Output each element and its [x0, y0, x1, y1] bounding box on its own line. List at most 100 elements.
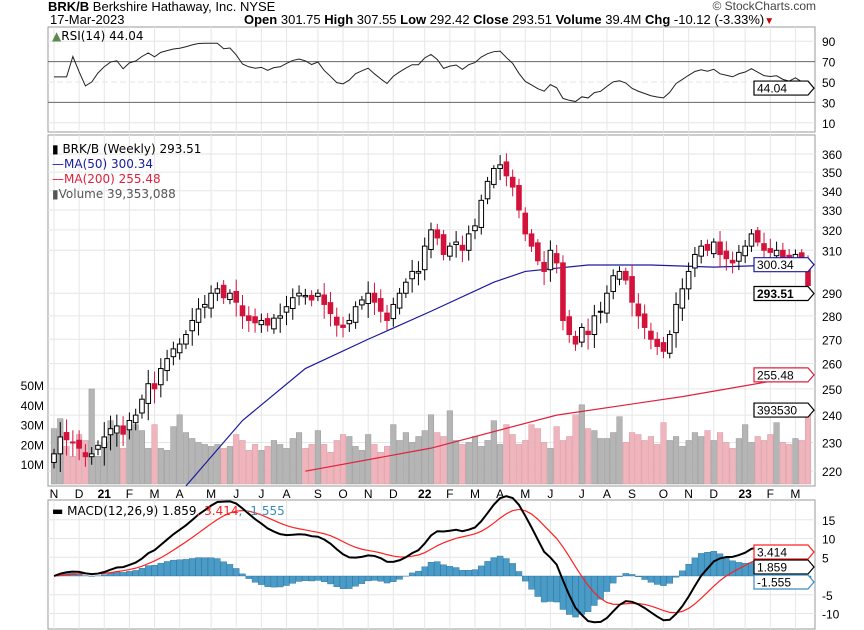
x-axis-label: M	[470, 487, 480, 501]
signal-legend-text: , 3.414	[196, 504, 239, 518]
candle-body	[503, 161, 510, 177]
macd-histogram-bar	[314, 575, 322, 581]
candle-body	[202, 303, 208, 308]
macd-histogram-bar	[396, 575, 403, 580]
candle-body	[579, 326, 585, 343]
volume-bar	[666, 440, 673, 485]
macd-histogram-bar	[452, 567, 460, 577]
candle-body	[359, 299, 365, 306]
volume-bar	[258, 450, 265, 485]
close-value-tag-text: 293.51	[757, 287, 794, 301]
macd-histogram-bar	[496, 555, 504, 577]
macd-histogram-bar	[440, 564, 447, 577]
volume-bar	[296, 432, 303, 485]
macd-histogram-bar	[654, 575, 661, 585]
candle-body	[283, 306, 290, 313]
candle-body	[516, 185, 522, 211]
volume-bar	[534, 428, 541, 485]
volume-bar	[195, 442, 202, 485]
candle-body	[610, 275, 617, 292]
macd-histogram-bar	[364, 575, 372, 582]
candle-body	[227, 292, 233, 300]
price-legend-text: BRK/B (Weekly) 293.51	[62, 142, 202, 156]
candle-body	[547, 249, 554, 271]
volume-bar	[396, 440, 403, 485]
volume-bar	[339, 434, 347, 485]
candle-body	[484, 180, 491, 200]
volume-bar	[358, 450, 365, 485]
volume-bar	[145, 448, 152, 485]
volume-bar	[346, 436, 353, 485]
price-tick-label: 270	[822, 333, 842, 347]
volume-bar	[660, 422, 667, 485]
ma200-value-tag: 255.48	[753, 367, 815, 383]
volume-bar	[585, 428, 592, 485]
down-arrow-icon: ▼	[764, 16, 775, 27]
x-axis-label: A	[176, 487, 184, 501]
candle-body	[264, 318, 271, 326]
candle-body	[82, 452, 89, 458]
rsi-value-tag: 44.04	[753, 80, 815, 96]
volume-bar	[792, 438, 799, 485]
candle-body	[289, 297, 296, 310]
volume-bar	[773, 422, 780, 485]
ma200-legend-text: MA(200) 255.48	[64, 172, 161, 186]
price-tick-label: 250	[822, 383, 842, 397]
candle-body	[208, 292, 214, 309]
macd-histogram-bar	[126, 571, 133, 577]
hist-legend-text: , -1.555	[238, 504, 285, 518]
rsi-tick-label: 30	[822, 96, 836, 110]
x-axis-label: M	[206, 487, 216, 501]
candle-body	[95, 444, 101, 450]
macd-histogram-bar	[635, 575, 642, 577]
candle-body	[723, 250, 730, 260]
close-label: Close	[473, 12, 509, 27]
volume-bar	[691, 432, 698, 485]
x-axis-label: O	[338, 487, 347, 501]
price-tick-label: 330	[822, 204, 842, 218]
macd-histogram-bar	[201, 557, 209, 577]
ma200-value-tag-box	[753, 367, 815, 383]
rsi-tick-label: 70	[822, 56, 836, 70]
signal-value-tag: 3.414	[753, 544, 815, 560]
macd-histogram-bar	[603, 575, 611, 592]
candle-body	[635, 303, 642, 317]
volume-bar	[723, 442, 730, 485]
close-value: 293.51	[512, 12, 552, 27]
candle-body	[352, 306, 359, 323]
candle-body	[158, 368, 164, 386]
candle-body	[679, 288, 686, 309]
volume-value-tag: 393530	[753, 402, 815, 418]
macd-histogram-bar	[528, 575, 535, 590]
x-axis-label: S	[314, 487, 322, 501]
volume-bar	[704, 430, 711, 485]
macd-histogram-bar	[333, 575, 340, 588]
candle-body	[220, 284, 227, 299]
macd-histogram-bar	[214, 558, 221, 577]
volume-bar	[698, 436, 705, 485]
macd-histogram-bar	[101, 574, 108, 577]
candle-body	[145, 383, 152, 404]
macd-histogram-bar	[446, 566, 454, 577]
candle-body	[170, 348, 177, 358]
macd-tick-label: -10	[822, 608, 840, 622]
price-tick-label: 310	[822, 244, 842, 258]
macd-histogram-bar	[163, 561, 171, 577]
volume-bar	[164, 450, 171, 485]
price-tick-label: 230	[822, 437, 842, 451]
volume-label: Volume	[555, 12, 602, 27]
candle-body	[572, 335, 579, 345]
rsi-tick-label: 10	[822, 117, 836, 131]
volume-bar	[597, 438, 604, 485]
macd-histogram-bar	[207, 557, 215, 577]
candle-body	[566, 316, 573, 336]
ma200-line	[305, 374, 809, 472]
candle-body	[321, 294, 327, 305]
price-tick-label: 350	[822, 166, 842, 180]
volume-bar	[371, 444, 378, 485]
volume-bar	[440, 436, 447, 485]
macd-tick-label: 5	[822, 551, 829, 565]
candle-body	[302, 294, 309, 298]
x-axis-label: D	[75, 487, 84, 501]
ma50-value-tag-box	[753, 257, 815, 273]
